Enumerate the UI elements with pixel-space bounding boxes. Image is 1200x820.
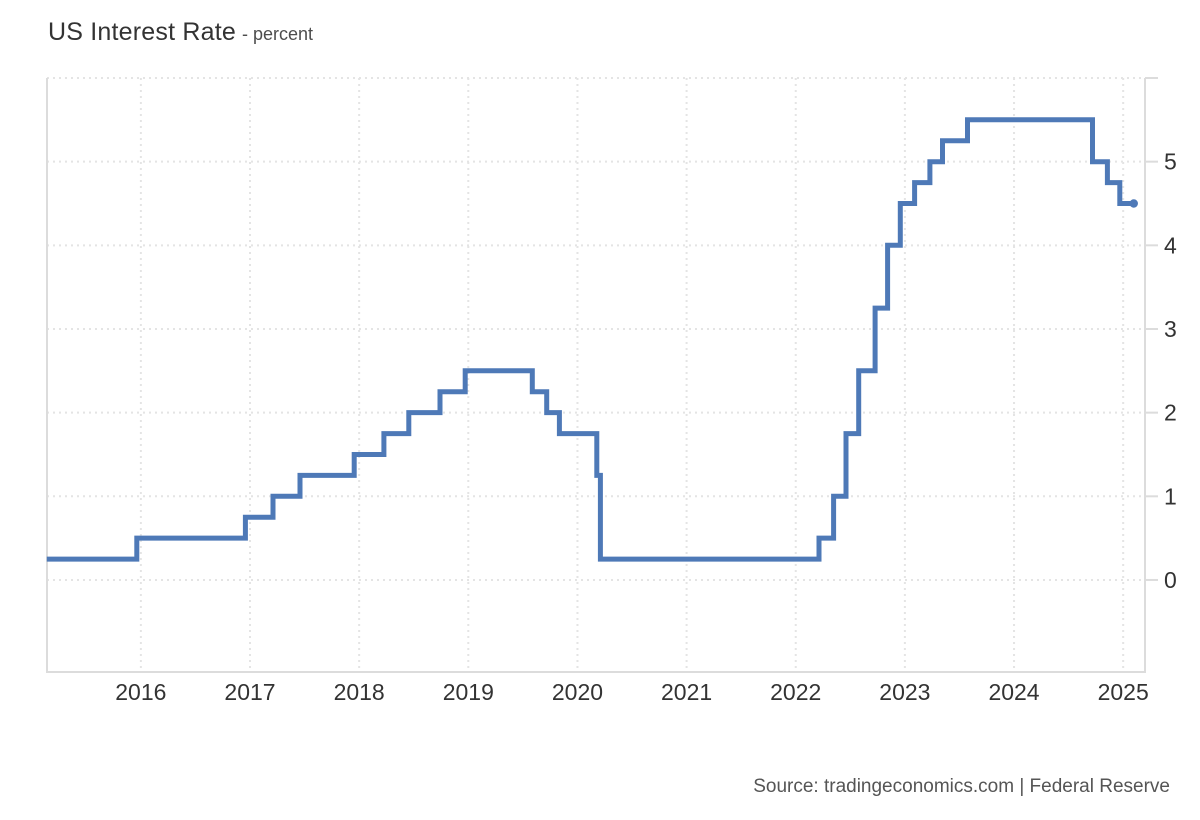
x-tick-label: 2018 [334,679,385,705]
x-tick-label: 2022 [770,679,821,705]
chart-title: US Interest Rate [48,18,237,46]
plot-border [46,78,1146,673]
y-tick-label: 3 [1164,316,1177,342]
y-tick-label: 2 [1164,400,1177,426]
x-tick-label: 2025 [1098,679,1149,705]
y-tick-label: 4 [1164,232,1177,258]
chart-header: US Interest Rate - percent [48,18,313,47]
chart-subtitle: - percent [242,24,314,44]
y-tick-label: 5 [1164,149,1177,175]
x-tick-label: 2023 [879,679,930,705]
x-tick-label: 2019 [443,679,494,705]
x-tick-label: 2024 [988,679,1039,705]
x-tick-label: 2020 [552,679,603,705]
y-tick-label: 0 [1164,567,1177,593]
source-attribution: Source: tradingeconomics.com | Federal R… [753,776,1170,797]
y-tick-label: 1 [1164,483,1177,509]
x-tick-label: 2021 [661,679,712,705]
x-tick-label: 2016 [115,679,166,705]
last-value-marker [1129,199,1138,208]
rate-line [46,117,1134,562]
x-tick-label: 2017 [224,679,275,705]
